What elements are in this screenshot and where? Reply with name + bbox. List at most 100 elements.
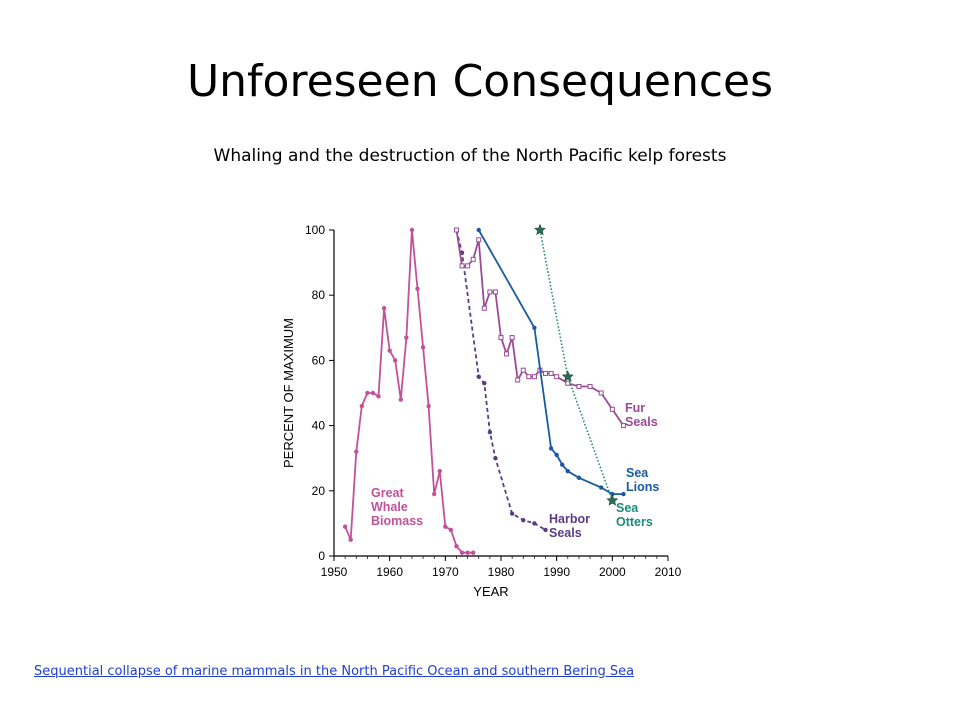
- series-label-sea-otters: Sea Otters: [616, 501, 653, 529]
- data-point-great-whale-biomass: [426, 403, 431, 409]
- data-point-harbor-seals: [493, 456, 498, 461]
- data-point-fur-seals: [543, 370, 549, 376]
- series-label-line: Sea: [616, 501, 639, 515]
- series-harbor-seals: [454, 227, 548, 533]
- series-label-line: Otters: [616, 515, 653, 529]
- data-point-great-whale-biomass: [381, 306, 387, 311]
- series-sea-otters: [533, 223, 619, 506]
- series-label-line: Lions: [626, 480, 659, 494]
- series-great-whale-biomass: [342, 227, 476, 555]
- data-point-sea-lions: [599, 485, 604, 490]
- x-tick-label: 2010: [655, 565, 682, 579]
- data-point-fur-seals: [565, 380, 571, 386]
- x-tick-label: 1960: [376, 565, 403, 579]
- data-point-great-whale-biomass: [376, 394, 381, 399]
- data-point-fur-seals: [476, 237, 482, 243]
- x-tick-label: 1980: [488, 565, 515, 579]
- series-label-great-whale-biomass: Great Whale Biomass: [371, 486, 423, 528]
- data-point-fur-seals: [587, 383, 593, 389]
- series-line-fur-seals: [455, 229, 625, 427]
- series-layer: [342, 223, 626, 555]
- x-tick-label: 1970: [432, 565, 459, 579]
- data-point-fur-seals: [465, 263, 471, 269]
- data-point-fur-seals: [554, 374, 560, 380]
- data-point-fur-seals: [526, 374, 532, 380]
- data-point-great-whale-biomass: [470, 550, 476, 555]
- slide-title: Unforeseen Consequences: [186, 56, 774, 107]
- series-label-line: Seals: [625, 415, 658, 429]
- series-label-line: Sea: [626, 466, 649, 480]
- data-point-fur-seals: [576, 383, 582, 389]
- data-point-fur-seals: [453, 227, 459, 233]
- data-point-fur-seals: [504, 351, 510, 357]
- data-point-sea-lions: [532, 325, 537, 330]
- data-point-harbor-seals: [509, 511, 515, 516]
- series-label-sea-lions: Sea Lions: [626, 466, 659, 494]
- data-point-fur-seals: [481, 305, 487, 311]
- x-tick-label: 2000: [599, 565, 626, 579]
- series-label-line: Biomass: [371, 514, 423, 528]
- data-point-great-whale-biomass: [437, 469, 442, 474]
- data-point-fur-seals: [520, 367, 526, 373]
- data-point-fur-seals: [548, 370, 554, 376]
- data-point-great-whale-biomass: [398, 397, 403, 402]
- x-tick-label: 1990: [543, 565, 570, 579]
- data-point-sea-lions: [560, 462, 565, 467]
- data-point-great-whale-biomass: [393, 358, 398, 363]
- series-line-sea-lions: [477, 229, 624, 496]
- series-label-harbor-seals: Harbor Seals: [549, 512, 590, 540]
- data-point-harbor-seals: [476, 374, 481, 379]
- series-label-line: Great: [371, 486, 404, 500]
- population-decline-chart: 1950 1960 1970 1980 1990 2000 2010 0 20 40 60 80 10…: [281, 223, 682, 599]
- data-point-sea-otters: [606, 494, 619, 506]
- series-fur-seals: [453, 227, 626, 429]
- data-point-harbor-seals: [482, 381, 487, 386]
- series-label-line: Whale: [371, 500, 408, 514]
- data-point-great-whale-biomass: [454, 544, 459, 549]
- y-tick-label: 40: [312, 419, 326, 433]
- y-tick-label: 80: [312, 288, 326, 302]
- data-point-fur-seals: [515, 377, 521, 383]
- y-axis-label: PERCENT OF MAXIMUM: [281, 318, 296, 468]
- data-point-fur-seals: [459, 263, 465, 269]
- data-point-sea-lions: [621, 491, 626, 497]
- y-tick-group: 0 20 40 60 80 100: [305, 223, 334, 563]
- data-point-fur-seals: [609, 406, 615, 412]
- data-point-fur-seals: [470, 256, 476, 262]
- data-point-great-whale-biomass: [415, 286, 420, 291]
- data-point-fur-seals: [487, 289, 493, 295]
- data-point-fur-seals: [531, 374, 537, 380]
- data-point-great-whale-biomass: [443, 524, 448, 529]
- source-link[interactable]: Sequential collapse of marine mammals in…: [34, 664, 635, 679]
- data-point-sea-lions: [576, 475, 582, 480]
- x-tick-group: 1950 1960 1970 1980 1990 2000 2010: [321, 556, 682, 579]
- series-sea-lions: [476, 227, 626, 497]
- data-point-fur-seals: [598, 390, 604, 396]
- y-tick-label: 60: [312, 353, 326, 367]
- data-point-great-whale-biomass: [459, 550, 465, 555]
- data-point-sea-lions: [610, 491, 615, 497]
- data-point-great-whale-biomass: [409, 227, 415, 233]
- data-point-sea-lions: [548, 446, 554, 451]
- data-point-great-whale-biomass: [365, 390, 370, 396]
- data-point-fur-seals: [509, 335, 515, 341]
- series-label-line: Fur: [625, 401, 645, 415]
- data-point-sea-lions: [476, 227, 481, 233]
- series-line-harbor-seals: [455, 229, 546, 531]
- data-point-sea-otters: [561, 370, 574, 382]
- data-point-harbor-seals: [543, 527, 548, 533]
- data-point-great-whale-biomass: [465, 550, 470, 555]
- data-point-sea-lions: [554, 452, 559, 458]
- data-point-great-whale-biomass: [387, 348, 392, 353]
- data-point-harbor-seals: [487, 429, 493, 435]
- data-point-great-whale-biomass: [348, 537, 353, 542]
- data-point-great-whale-biomass: [370, 390, 376, 396]
- series-label-line: Harbor: [549, 512, 590, 526]
- data-point-sea-otters: [533, 223, 546, 236]
- x-axis-label: YEAR: [473, 584, 508, 599]
- data-point-great-whale-biomass: [359, 403, 365, 409]
- series-line-sea-otters: [539, 229, 614, 501]
- data-point-great-whale-biomass: [342, 524, 348, 529]
- data-point-fur-seals: [498, 335, 504, 341]
